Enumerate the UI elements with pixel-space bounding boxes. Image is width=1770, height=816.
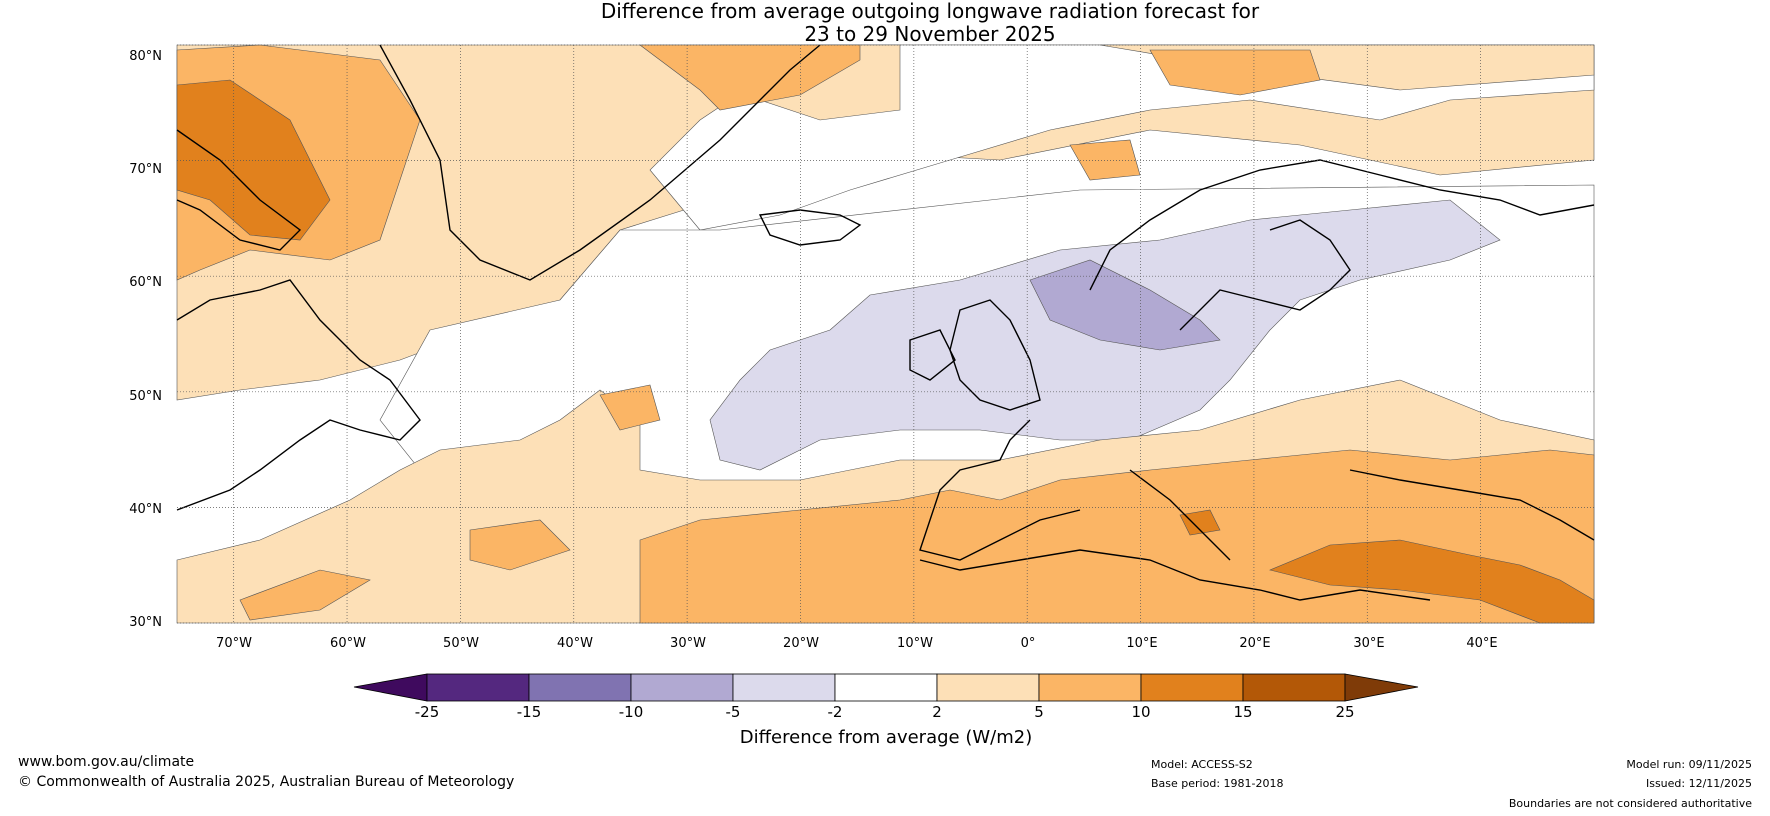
- colorbar-tick-m15: -15: [516, 703, 542, 721]
- colorbar-tick-15: 15: [1233, 703, 1253, 721]
- colorbar-title: Difference from average (W/m2): [739, 727, 1033, 748]
- colorbar-tick-25: 25: [1335, 703, 1355, 721]
- lat-label-50n: 50°N: [129, 389, 162, 404]
- coastlines: [176, 44, 1595, 601]
- footer-copyright: © Commonwealth of Australia 2025, Austra…: [18, 774, 515, 790]
- lon-label-30w: 30°W: [670, 636, 706, 651]
- lon-label-60w: 60°W: [330, 636, 366, 651]
- colorbar-tick-2: 2: [932, 703, 942, 721]
- coast-labrador: [176, 279, 421, 511]
- region-orange-atlantic-1: [239, 569, 371, 621]
- coast-italy: [1129, 469, 1231, 561]
- coast-eastern-med: [1349, 469, 1595, 541]
- colorbar-tick-m2: -2: [827, 703, 843, 721]
- colorbar-tick-m10: -10: [618, 703, 644, 721]
- lat-label-70n: 70°N: [129, 162, 162, 177]
- coast-british-isles: [949, 299, 1041, 411]
- lon-label-70w: 70°W: [216, 636, 252, 651]
- lon-label-50w: 50°W: [443, 636, 479, 651]
- lon-label-20w: 20°W: [783, 636, 819, 651]
- footer-issued: Issued: 12/11/2025: [1645, 777, 1752, 790]
- coast-greenland: [379, 44, 821, 281]
- footer-base-period: Base period: 1981-2018: [1151, 777, 1284, 790]
- region-orange-east-greenland: [639, 44, 861, 111]
- lon-label-40w: 40°W: [557, 636, 593, 651]
- title-line-2: 23 to 29 November 2025: [804, 22, 1056, 46]
- lat-label-60n: 60°N: [129, 275, 162, 290]
- region-orange-svalbard: [1149, 49, 1321, 96]
- coast-north-africa: [919, 549, 1431, 601]
- lon-label-0: 0°: [1020, 636, 1036, 651]
- footer-website[interactable]: www.bom.gov.au/climate: [18, 754, 195, 770]
- coast-baltic: [1179, 219, 1351, 331]
- colorbar-tick-5: 5: [1034, 703, 1044, 721]
- footer-model-run: Model run: 09/11/2025: [1626, 758, 1752, 771]
- region-purple-north-sea: [1029, 259, 1221, 351]
- anomaly-shading: [176, 44, 1595, 624]
- region-orange-atlantic-2: [469, 519, 571, 571]
- lon-label-10w: 10°W: [897, 636, 933, 651]
- gridlines: [177, 44, 1594, 624]
- lon-label-10e: 10°E: [1126, 636, 1158, 651]
- coast-baffin: [176, 129, 302, 251]
- region-darkorange-baffin: [176, 79, 331, 241]
- lat-label-80n: 80°N: [129, 49, 162, 64]
- lat-label-30n: 30°N: [129, 615, 162, 630]
- coast-ireland: [909, 329, 956, 381]
- map-title: Difference from average outgoing longwav…: [380, 0, 1480, 46]
- lon-label-20e: 20°E: [1239, 636, 1271, 651]
- footer-disclaimer: Boundaries are not considered authoritat…: [1508, 797, 1752, 810]
- colorbar-tick-10: 10: [1131, 703, 1151, 721]
- title-line-1: Difference from average outgoing longwav…: [600, 0, 1260, 23]
- coast-iceland: [758, 209, 862, 246]
- region-orange-norwegian-sea: [1069, 139, 1141, 181]
- coast-western-europe: [919, 419, 1081, 561]
- region-darkorange-east-med: [1269, 539, 1595, 624]
- colorbar-tick-m25: -25: [414, 703, 440, 721]
- region-orange-atlantic-3: [599, 384, 661, 431]
- lat-label-40n: 40°N: [129, 502, 162, 517]
- region-darkorange-italy: [1179, 509, 1221, 536]
- colorbar-tick-m5: -5: [725, 703, 741, 721]
- lon-label-30e: 30°E: [1353, 636, 1385, 651]
- coast-scandinavia: [1089, 159, 1595, 291]
- lon-label-40e: 40°E: [1466, 636, 1498, 651]
- footer-model: Model: ACCESS-S2: [1151, 758, 1253, 771]
